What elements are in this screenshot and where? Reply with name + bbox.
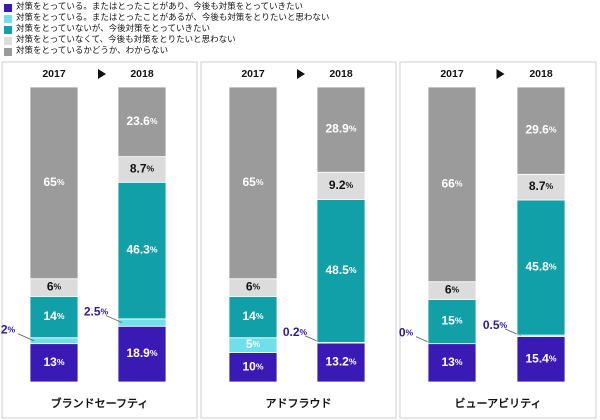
bar-segment [427,86,477,283]
legend-item: 対策をとっている。またはとったことがあり、今後も対策をとっていきたい [4,2,424,13]
bar-segment [29,343,79,383]
data-label: 48.5% [325,263,356,277]
legend-label: 対策をとっている。またはとったことがあり、今後も対策をとっていきたい [16,2,304,12]
leader-line [17,333,35,342]
arrow-icon [496,69,505,79]
data-label: 13% [43,355,64,369]
data-label: 46.3% [126,243,157,257]
data-label: 6% [47,280,62,294]
data-label: 14% [242,309,263,323]
data-label: 15.4% [525,351,556,365]
data-label: 2.5% [84,305,109,319]
chart-legend: 対策をとっている。またはとったことがあり、今後も対策をとっていきたい 対策をとっ… [4,2,424,57]
data-label: 14% [43,309,64,323]
bar-segment [228,86,278,280]
bar-segment [427,343,477,383]
panel-frame [399,61,597,419]
year-label: 2018 [130,68,154,80]
data-label: 18.9% [126,346,157,360]
bar-segment [117,318,167,327]
data-label: 23.6% [126,114,157,128]
data-label: 2% [1,323,16,337]
year-label: 2017 [241,68,265,80]
leader-line [105,315,123,323]
data-label: 66% [441,177,462,191]
data-label: 0% [399,326,414,340]
data-label: 9.2% [329,178,354,192]
bar-segment [117,86,167,158]
legend-item: 対策をとっていなくて、今後も対策をとりたいと思わない [4,35,424,46]
chart-title: アドフラウド [266,397,332,410]
data-label: 8.7% [529,179,554,193]
chart-title: ブランドセーフティ [51,396,149,410]
arrow-icon [98,69,106,79]
legend-swatch [4,36,12,45]
data-label: 15% [441,314,462,328]
arrow-icon [297,69,305,79]
data-label: 10% [242,359,263,373]
data-label: 5% [246,337,261,351]
data-label: 8.7% [130,162,155,176]
data-label: 29.6% [525,123,556,137]
bar-segment [516,173,566,201]
panel-frame [200,61,397,419]
bar-segment [516,336,566,383]
panel-frame [1,61,198,419]
bar-segment [117,181,167,320]
bar-segment [117,156,167,183]
legend-label: 対策をとっている。またはとったことがあるが、今後も対策をとりたいと思わない [16,13,330,23]
bar-segment [316,86,366,173]
bar-segment [228,296,278,339]
data-label: 45.8% [525,260,556,274]
bar-segment [516,86,566,175]
legend-label: 対策をとっているかどうか、わからない [16,46,169,56]
legend-item: 対策をとっている。またはとったことがあるが、今後も対策をとりたいと思わない [4,13,424,24]
year-label: 2017 [440,68,464,80]
bar-segment [29,86,79,280]
bar-segment [427,298,477,345]
legend-label: 対策をとっていなくて、今後も対策をとりたいと思わない [16,35,236,45]
data-label: 65% [43,175,64,189]
data-label: 13.2% [325,355,356,369]
data-label: 6% [246,280,261,294]
year-label: 2017 [42,68,66,80]
legend-swatch [4,14,12,23]
year-label: 2018 [529,68,553,80]
chart-title: ビューアビリティ [455,396,542,410]
bar-segment [117,325,167,383]
data-label: 0.5% [483,318,508,332]
year-label: 2018 [329,68,353,80]
data-label: 65% [242,175,263,189]
bar-segment [29,337,79,345]
data-label: 0.2% [283,325,308,339]
data-label: 28.9% [325,122,356,136]
legend-item: 対策をとっていないが、今後対策をとっていきたい [4,24,424,35]
data-label: 13% [441,355,462,369]
legend-swatch [4,3,12,12]
legend-swatch [4,47,12,56]
legend-swatch [4,25,12,34]
legend-label: 対策をとっていないが、今後対策をとっていきたい [16,24,210,34]
data-label: 6% [445,283,460,297]
legend-item: 対策をとっているかどうか、わからない [4,46,424,57]
bar-segment [316,171,366,200]
